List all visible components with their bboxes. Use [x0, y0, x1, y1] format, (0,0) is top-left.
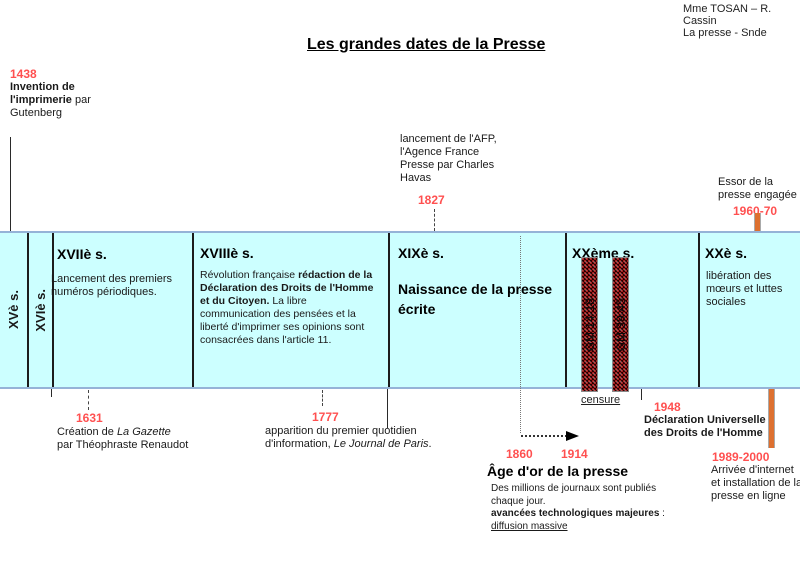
event-internet-date: 1989-2000	[712, 450, 770, 464]
column-18th-century-body-bold: rédaction de la Déclaration des Droits d…	[200, 269, 374, 307]
connector-gutenberg-line	[10, 137, 11, 231]
war-bar-ww2-label: GM 39-45	[613, 297, 628, 352]
event-gutenberg-text: Invention de l'imprimerie par Gutenberg	[10, 81, 122, 120]
event-gazette-post: par Théophraste Renaudot	[57, 439, 189, 451]
connector-afp-dashed-line	[434, 209, 435, 231]
event-journal-title: Le Journal de Paris	[333, 438, 429, 450]
age-dor-body: Des millions de journaux sont publiés ch…	[491, 483, 657, 507]
event-gazette-date: 1631	[76, 411, 103, 425]
column-divider	[565, 233, 567, 387]
age-dor-arrowhead-icon	[566, 431, 579, 441]
age-dor-underline: diffusion massive	[491, 520, 568, 532]
connector-1948-tick	[641, 389, 642, 400]
censorship-label: censure	[581, 394, 621, 406]
connector-column-line	[387, 389, 388, 428]
event-gazette-text: Création de La Gazette par Théophraste Re…	[57, 426, 227, 452]
column-17th-century-label: XVIIè s.	[57, 246, 107, 262]
column-divider	[698, 233, 700, 387]
age-dor-date-start: 1860	[506, 447, 533, 461]
age-dor-title: Âge d'or de la presse	[487, 463, 629, 479]
guide-line-1860-dotted	[520, 236, 521, 433]
column-late-20th-century-label: XXè s.	[705, 245, 748, 261]
age-dor-details: Des millions de journaux sont publiés ch…	[491, 483, 676, 533]
column-19th-century-body: Naissance de la presse écrite	[398, 281, 553, 317]
column-divider	[27, 233, 29, 387]
age-dor-bold-line: avancées technologiques majeures :	[491, 508, 676, 521]
connector-essor-orange-tick	[754, 213, 761, 231]
page-title: Les grandes dates de la Presse	[307, 36, 546, 53]
event-afp-text: lancement de l'AFP, l'Agence France Pres…	[400, 133, 497, 184]
age-dor-bold: avancées technologiques majeures	[491, 508, 660, 519]
author-line1: Mme TOSAN – R. Cassin	[683, 3, 772, 27]
column-18th-century-body-pre: Révolution française	[200, 269, 299, 281]
event-internet-text: Arrivée d'internet et installation de la…	[711, 464, 800, 502]
event-essor-date: 1960-70	[733, 204, 778, 218]
event-journal-post: .	[428, 438, 432, 450]
column-16th-century: XVIè s.	[28, 233, 52, 387]
age-dor-colon: :	[659, 508, 665, 519]
age-dor-date-end: 1914	[561, 447, 588, 461]
column-divider	[192, 233, 194, 387]
connector-journal-dashed-line	[322, 390, 323, 406]
event-declaration-date: 1948	[654, 400, 681, 414]
war-bar-ww1-label: GM 14-18	[582, 297, 597, 352]
column-late-20th-century-body: libération des mœurs et luttes sociales	[706, 270, 783, 308]
event-gazette-title: La Gazette	[116, 426, 171, 438]
column-divider	[388, 233, 390, 387]
column-15th-century: XVè s.	[0, 233, 27, 387]
column-19th-century-label: XIXè s.	[398, 245, 444, 261]
column-18th-century-body-post: La libre communication des pensées et la…	[200, 295, 365, 346]
event-essor-text: Essor de la presse engagée	[718, 176, 797, 201]
column-17th-century-body: Lancement des premiers numéros périodiqu…	[51, 273, 173, 298]
divider-extension-tick	[51, 389, 52, 397]
column-15th-century-label: XVè s.	[6, 290, 21, 330]
war-bar-ww2: GM 39-45	[612, 257, 629, 392]
event-gutenberg: 1438 Invention de l'imprimerie par Guten…	[10, 67, 122, 120]
event-afp-date: 1827	[418, 193, 445, 207]
event-gutenberg-bold: Invention de l'imprimerie	[10, 81, 75, 106]
event-gazette-pre: Création de	[57, 426, 117, 438]
event-journal-text: apparition du premier quotidien d'inform…	[265, 425, 455, 451]
event-journal-pre: apparition du premier quotidien d'inform…	[265, 425, 417, 450]
timeline-band: XVè s. XVIè s. XVIIè s. Lancement des pr…	[0, 231, 800, 389]
event-gutenberg-rest: par Gutenberg	[10, 94, 91, 119]
author-credit: Mme TOSAN – R. Cassin La presse - Snde	[683, 3, 800, 39]
event-journal-date: 1777	[312, 410, 339, 424]
war-bar-ww1: GM 14-18	[581, 257, 598, 392]
column-18th-century-body: Révolution française rédaction de la Déc…	[200, 269, 380, 347]
column-divider	[52, 233, 54, 387]
column-16th-century-label: XVIè s.	[32, 288, 48, 332]
author-line2: La presse - Snde	[683, 27, 767, 39]
event-gutenberg-date: 1438	[10, 67, 37, 81]
connector-gazette-dashed-line	[88, 390, 89, 410]
age-dor-dotted-arrow	[521, 435, 567, 437]
column-18th-century-label: XVIIIè s.	[200, 245, 254, 261]
event-declaration-text: Déclaration Universelle des Droits de l'…	[644, 414, 766, 439]
connector-internet-orange-line	[768, 389, 775, 448]
